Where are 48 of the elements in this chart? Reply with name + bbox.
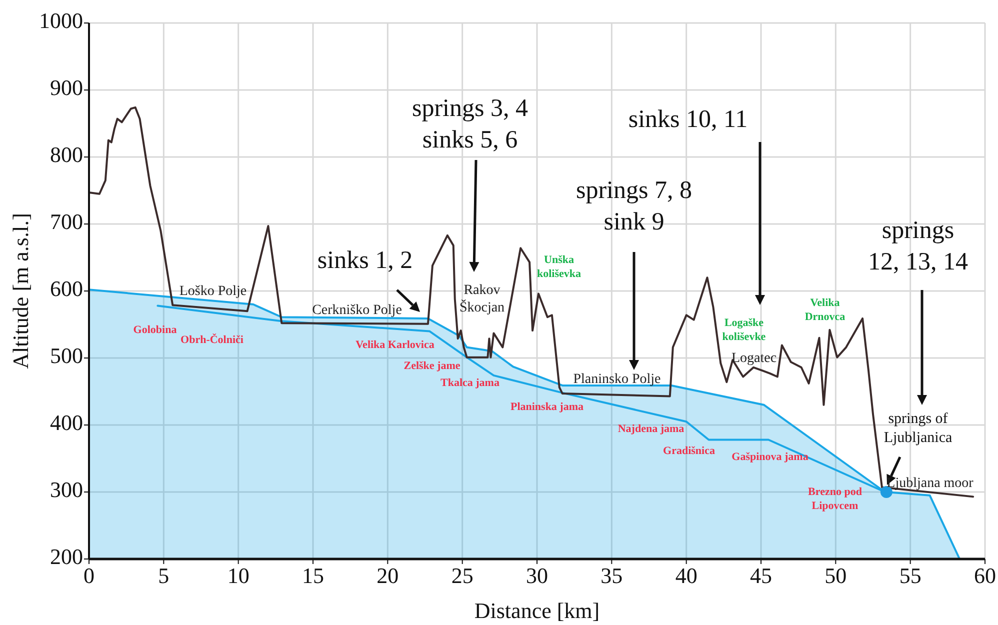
x-tick-label: 25 <box>451 563 474 588</box>
x-axis-title: Distance [km] <box>474 598 600 623</box>
x-tick-label: 0 <box>84 563 94 588</box>
annotation: Rakov Škocjan <box>459 283 505 316</box>
annotation: Gradišnica <box>663 444 716 457</box>
annotation: springs 7, 8 sink 9 <box>576 176 692 235</box>
annotation: Logatec <box>731 351 777 366</box>
y-tick-label: 600 <box>50 276 83 302</box>
annotation: Obrh-Čolniči <box>180 332 244 346</box>
y-tick-label: 800 <box>50 142 83 168</box>
x-tick-label: 55 <box>899 563 922 588</box>
x-tick-label: 15 <box>302 563 324 588</box>
y-tick-label: 300 <box>50 477 83 502</box>
x-tick-label: 40 <box>675 563 698 588</box>
annotation: Gašpinova jama <box>732 450 809 463</box>
annotation: Brezno pod Lipovcem <box>808 486 862 512</box>
x-tick-label: 30 <box>526 563 548 588</box>
x-tick-label: 35 <box>600 563 623 588</box>
annotation: Najdena jama <box>618 422 685 435</box>
annotation: Cerkniško Polje <box>312 303 402 318</box>
annotation: Planinsko Polje <box>573 372 661 388</box>
y-tick-label: 1000 <box>39 8 83 34</box>
x-tick-label: 45 <box>750 563 772 588</box>
annotation: sinks 1, 2 <box>317 246 413 274</box>
annotation: springs 3, 4 sinks 5, 6 <box>412 94 528 153</box>
annotation: springs of Ljubljanica <box>884 411 952 446</box>
annotation: Zelške jame <box>404 360 460 372</box>
annotation: Planinska jama <box>510 400 584 413</box>
annotation: sinks 10, 11 <box>628 106 748 133</box>
y-tick-label: 700 <box>50 209 83 234</box>
annotation: Velika Drnovca <box>804 296 846 322</box>
x-tick-label: 60 <box>974 563 996 588</box>
y-tick-label: 500 <box>50 343 83 368</box>
annotation: Loško Polje <box>179 284 247 300</box>
y-axis-title: Altitude [m a.s.l.] <box>8 213 33 369</box>
x-tick-label: 50 <box>824 563 847 588</box>
x-tick-label: 20 <box>376 563 399 588</box>
annotation: Logaške koliševke <box>722 316 766 342</box>
annotation: springs 12, 13, 14 <box>868 216 968 275</box>
y-tick-label: 400 <box>50 410 83 436</box>
annotation: Velika Karlovica <box>356 338 435 351</box>
x-tick-label: 5 <box>158 563 170 588</box>
annotation: Golobina <box>133 324 178 336</box>
y-tick-label: 900 <box>50 75 83 100</box>
annotation: Tkalca jama <box>440 376 500 389</box>
annotation: Unška koliševka <box>536 254 582 280</box>
x-tick-label: 10 <box>227 563 250 588</box>
y-tick-label: 200 <box>50 544 83 570</box>
